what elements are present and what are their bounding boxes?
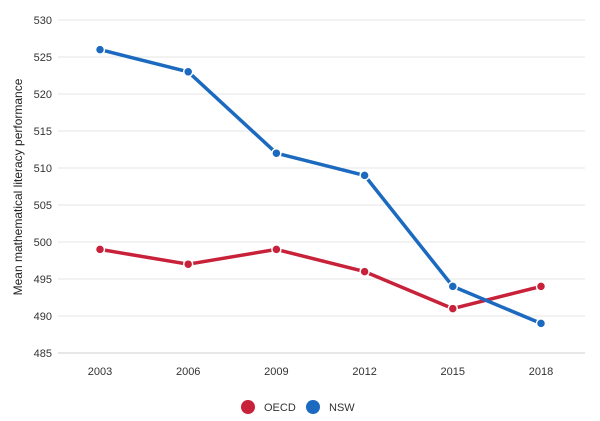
gridlines bbox=[58, 19, 585, 354]
data-point-nsw bbox=[359, 170, 370, 181]
data-point-oecd bbox=[94, 244, 106, 255]
x-tick-label: 2012 bbox=[352, 366, 376, 378]
data-point-oecd bbox=[535, 281, 547, 292]
legend-marker-nsw[interactable] bbox=[306, 400, 320, 414]
x-tick-label: 2003 bbox=[88, 366, 112, 378]
series-line-oecd bbox=[98, 247, 543, 311]
y-tick-label: 500 bbox=[34, 237, 52, 249]
x-axis-ticks: 2003 2006 2009 2012 2015 2018 bbox=[88, 366, 553, 378]
data-point-nsw bbox=[535, 318, 547, 329]
series-line-nsw bbox=[98, 47, 543, 326]
x-tick-label: 2015 bbox=[441, 366, 465, 378]
data-point-nsw bbox=[94, 44, 106, 55]
y-tick-label: 490 bbox=[34, 311, 52, 323]
data-point-nsw bbox=[271, 147, 282, 159]
legend-label-oecd: OECD bbox=[264, 402, 296, 414]
y-axis-label: Mean mathematical literacy performance bbox=[11, 78, 25, 295]
y-tick-label: 515 bbox=[34, 126, 52, 138]
series-group bbox=[94, 44, 547, 329]
y-axis-ticks: 485 490 495 500 505 510 515 520 525 530 bbox=[34, 15, 52, 360]
data-point-nsw bbox=[447, 281, 459, 292]
data-point-oecd bbox=[359, 266, 370, 277]
data-point-nsw bbox=[182, 66, 194, 78]
x-tick-label: 2006 bbox=[176, 366, 200, 378]
data-point-oecd bbox=[447, 303, 459, 314]
y-tick-label: 520 bbox=[34, 89, 52, 101]
legend-label-nsw: NSW bbox=[329, 402, 355, 414]
data-point-oecd bbox=[271, 244, 282, 255]
y-tick-label: 525 bbox=[34, 52, 52, 64]
y-tick-label: 505 bbox=[34, 200, 52, 212]
y-tick-label: 485 bbox=[34, 348, 52, 360]
y-tick-label: 495 bbox=[34, 274, 52, 286]
legend: OECD NSW bbox=[241, 400, 355, 414]
legend-marker-oecd[interactable] bbox=[241, 400, 255, 414]
x-tick-label: 2009 bbox=[264, 366, 288, 378]
y-tick-label: 530 bbox=[34, 15, 52, 27]
x-tick-label: 2018 bbox=[529, 366, 553, 378]
data-point-oecd bbox=[182, 258, 194, 270]
y-tick-label: 510 bbox=[34, 163, 52, 175]
